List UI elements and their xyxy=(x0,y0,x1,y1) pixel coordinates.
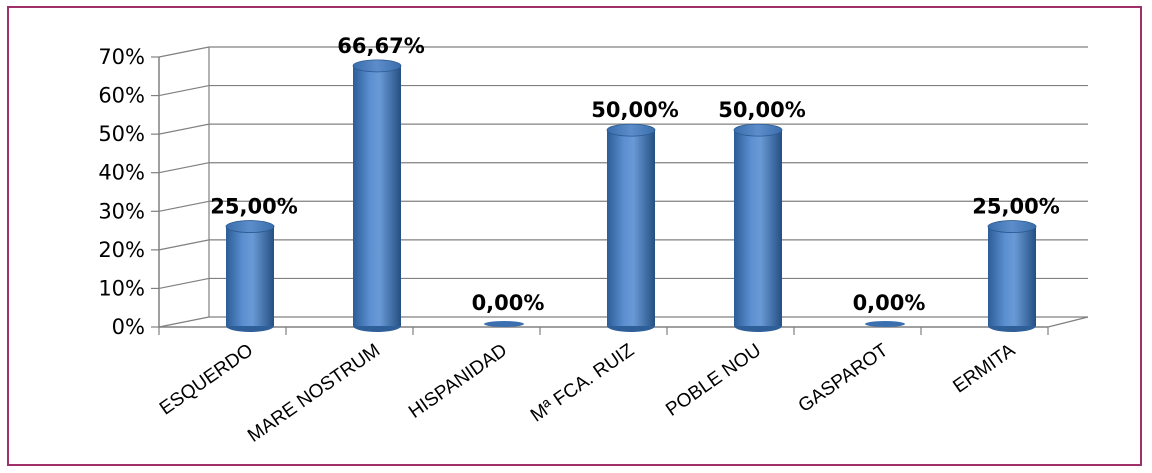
category-label: ERMITA xyxy=(949,340,1019,398)
bar-chart: 0% 10% 20% 30% 40% 50% 60% 70% 25,00% 66,67% 0,00… xyxy=(98,34,1089,447)
data-label: 0,00% xyxy=(853,291,926,315)
y-tick-label: 30% xyxy=(98,199,145,223)
bar-flat xyxy=(865,321,905,327)
floor-right-edge xyxy=(1047,316,1089,328)
gridline-depth xyxy=(158,277,210,290)
gridline-depth xyxy=(158,84,210,97)
category-label: POBLE NOU xyxy=(662,340,765,421)
y-tick-label: 50% xyxy=(98,122,145,146)
bar-cap xyxy=(606,123,656,137)
data-label: 66,67% xyxy=(337,34,424,58)
y-axis-ticks: 0% 10% 20% 30% 40% 50% 60% 70% xyxy=(98,45,145,339)
y-tick-label: 10% xyxy=(98,276,145,300)
bar xyxy=(733,123,783,332)
bar xyxy=(225,220,275,332)
y-tick-label: 70% xyxy=(98,45,145,69)
bars xyxy=(225,59,1037,332)
y-tick-label: 20% xyxy=(98,238,145,262)
bar xyxy=(865,321,905,327)
y-tick-label: 60% xyxy=(98,84,145,108)
bar xyxy=(352,59,402,332)
bar-face xyxy=(988,226,1036,326)
gridline-depth xyxy=(158,239,210,251)
gridline-depth xyxy=(158,162,210,174)
bar-cap xyxy=(225,220,275,233)
category-label: ESQUERDO xyxy=(156,340,257,420)
chart-frame: 0% 10% 20% 30% 40% 50% 60% 70% 25,00% 66,67% 0,00… xyxy=(7,6,1142,466)
bar xyxy=(987,220,1037,332)
data-labels: 25,00% 66,67% 0,00% 50,00% 50,00% 0,00% 25,00% xyxy=(210,34,1059,315)
category-label: MARE NOSTRUM xyxy=(244,340,384,447)
bar-face xyxy=(226,226,274,326)
gridline-depth xyxy=(158,316,210,328)
y-tick-label: 40% xyxy=(98,161,145,185)
gridline-depth xyxy=(158,123,210,135)
bar-flat xyxy=(484,321,524,327)
category-label: Mª FCA. RUIZ xyxy=(527,340,639,427)
data-label: 0,00% xyxy=(472,291,545,315)
category-label: HISPANIDAD xyxy=(405,340,511,423)
chart-axes xyxy=(158,47,1089,328)
bar-cap xyxy=(733,123,783,137)
bar xyxy=(606,123,656,332)
bar xyxy=(484,321,524,327)
bar-face xyxy=(353,65,401,326)
data-label: 25,00% xyxy=(210,195,297,219)
bar-cap xyxy=(987,220,1037,233)
bar-cap xyxy=(352,59,402,73)
data-label: 25,00% xyxy=(972,195,1059,219)
gridline-depth xyxy=(158,46,210,58)
bar-face xyxy=(734,130,782,326)
bar-face xyxy=(607,130,655,326)
y-tick-label: 0% xyxy=(112,315,145,339)
data-label: 50,00% xyxy=(718,98,805,122)
gridline-depth xyxy=(158,200,210,212)
category-label: GASPAROT xyxy=(795,340,893,417)
data-label: 50,00% xyxy=(591,98,678,122)
